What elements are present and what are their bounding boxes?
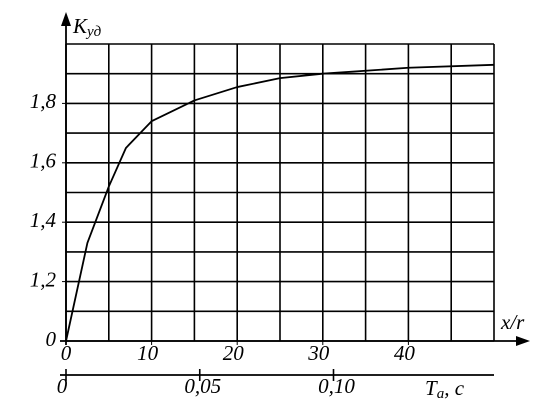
x-tick-label: 0: [61, 341, 72, 365]
x-arrow: [516, 336, 530, 346]
y-tick-label: 0: [46, 327, 57, 351]
y-tick-label: 1,8: [30, 89, 57, 113]
x-tick-label: 10: [137, 341, 159, 365]
y-tick-label: 1,6: [30, 149, 57, 173]
x-tick-label: 20: [223, 341, 245, 365]
x2-tick-label: 0,05: [184, 374, 221, 398]
x2-tick-label: 0: [57, 374, 68, 398]
x2-tick-label: 0,10: [318, 374, 355, 398]
y-tick-label: 1,2: [30, 267, 57, 291]
x2-label: Ta, c: [425, 376, 465, 403]
x-tick-label: 40: [394, 341, 416, 365]
y-label: Kуд: [72, 14, 102, 41]
y-tick-label: 1,4: [30, 208, 57, 232]
line: [65, 63, 495, 342]
x-label: x/r: [500, 310, 525, 334]
y-arrow: [61, 12, 71, 26]
x-tick-label: 30: [307, 341, 330, 365]
